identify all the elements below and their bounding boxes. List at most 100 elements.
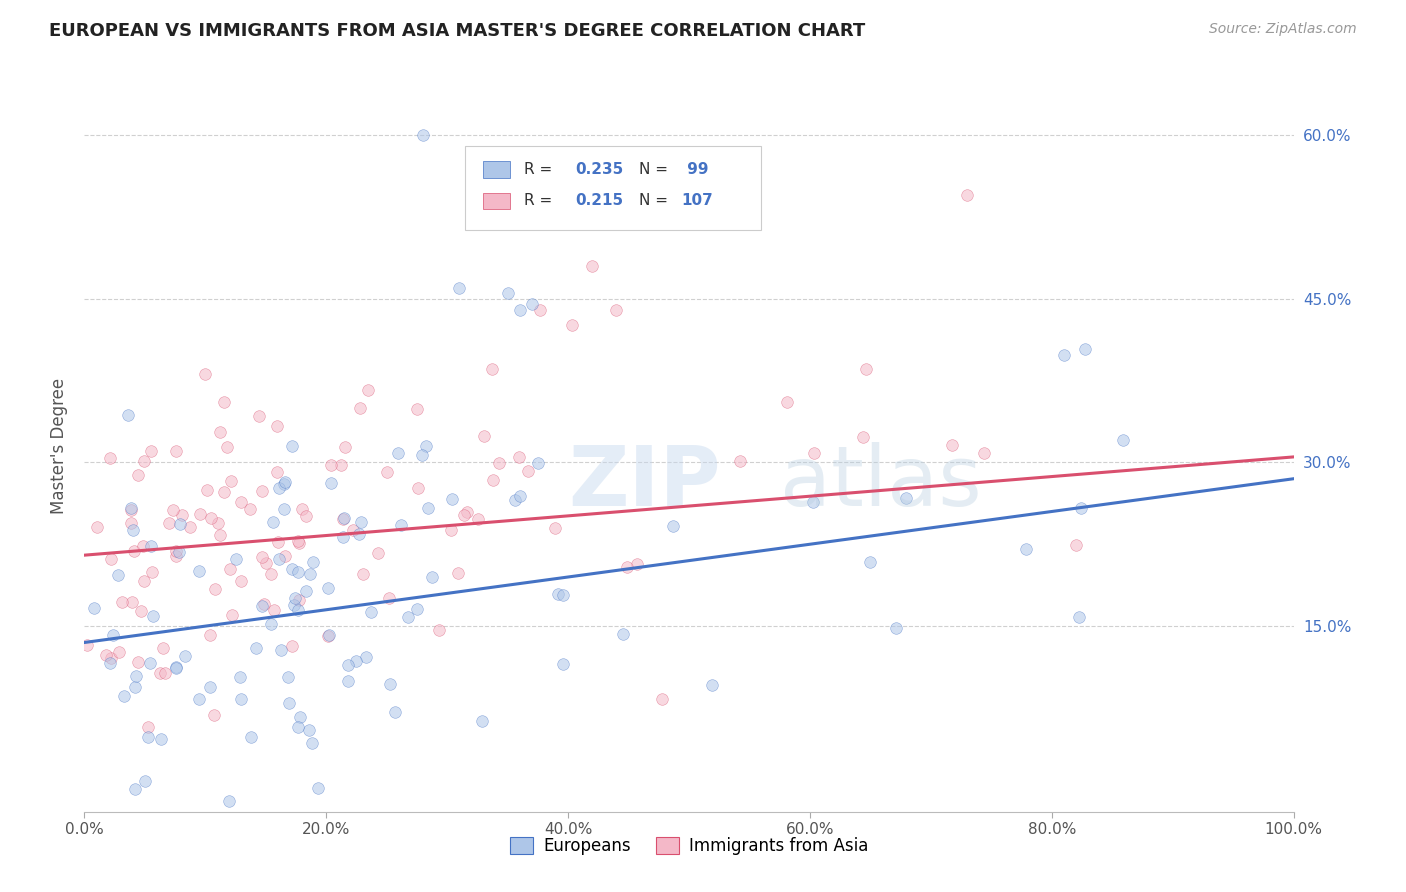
Point: [273, 502, 295, 516]
Point: [273, 476, 295, 491]
Point: [375, 465, 398, 479]
Point: [198, 628, 221, 642]
Point: [287, 602, 309, 616]
Point: [287, 565, 309, 579]
Point: [472, 429, 495, 443]
Point: [350, 515, 373, 529]
Text: 99: 99: [682, 162, 709, 177]
Point: [1015, 542, 1038, 557]
Point: [509, 302, 531, 317]
Point: [122, 544, 145, 558]
Point: [277, 670, 299, 684]
Text: atlas: atlas: [780, 442, 981, 523]
Point: [775, 395, 797, 409]
Point: [103, 628, 125, 642]
Point: [616, 560, 638, 574]
Point: [250, 599, 273, 613]
Point: [411, 448, 433, 462]
Point: [471, 714, 494, 728]
Point: [378, 591, 401, 606]
Text: EUROPEAN VS IMMIGRANTS FROM ASIA MASTER'S DEGREE CORRELATION CHART: EUROPEAN VS IMMIGRANTS FROM ASIA MASTER'…: [49, 22, 866, 40]
Point: [651, 691, 673, 706]
Point: [149, 666, 172, 681]
Point: [319, 458, 342, 472]
Point: [298, 723, 321, 737]
FancyBboxPatch shape: [484, 193, 510, 209]
Point: [728, 454, 751, 468]
Point: [396, 609, 419, 624]
Point: [124, 669, 146, 683]
Text: N =: N =: [640, 162, 668, 177]
Point: [121, 523, 143, 537]
Text: Source: ZipAtlas.com: Source: ZipAtlas.com: [1209, 22, 1357, 37]
Point: [318, 628, 340, 642]
Point: [288, 536, 311, 550]
Point: [217, 440, 239, 454]
Point: [277, 696, 299, 710]
Point: [360, 606, 382, 620]
Point: [132, 454, 155, 468]
Point: [260, 617, 283, 632]
Point: [418, 500, 440, 515]
Point: [294, 584, 316, 599]
Point: [274, 549, 297, 564]
Point: [447, 566, 470, 580]
Point: [884, 621, 907, 635]
Point: [139, 444, 162, 458]
Point: [456, 505, 478, 519]
Point: [86, 520, 108, 534]
Point: [342, 523, 364, 537]
Point: [174, 648, 197, 663]
Point: [167, 544, 190, 558]
Point: [100, 552, 122, 566]
Point: [406, 402, 429, 417]
Text: N =: N =: [640, 194, 668, 209]
Point: [481, 362, 503, 376]
Text: R =: R =: [524, 162, 558, 177]
Point: [98, 656, 121, 670]
Point: [121, 594, 143, 608]
Point: [120, 503, 142, 517]
Legend: Europeans, Immigrants from Asia: Europeans, Immigrants from Asia: [503, 830, 875, 862]
Point: [283, 598, 305, 612]
Point: [440, 523, 463, 537]
Point: [209, 527, 232, 541]
Point: [170, 508, 193, 523]
Point: [517, 464, 540, 478]
Point: [139, 656, 162, 670]
Point: [253, 597, 276, 611]
Point: [449, 281, 471, 295]
Point: [384, 706, 406, 720]
Point: [319, 475, 342, 490]
Point: [120, 516, 142, 530]
Text: ZIP: ZIP: [568, 442, 720, 523]
Point: [335, 441, 357, 455]
Point: [520, 297, 543, 311]
Point: [165, 543, 187, 558]
Point: [956, 188, 979, 202]
Point: [250, 549, 273, 564]
Point: [219, 474, 242, 488]
Point: [195, 483, 218, 497]
Point: [179, 519, 201, 533]
Point: [700, 678, 723, 692]
Point: [169, 516, 191, 531]
Point: [141, 565, 163, 579]
Point: [200, 510, 222, 524]
Point: [1112, 434, 1135, 448]
Point: [260, 567, 283, 582]
Point: [207, 516, 229, 530]
Point: [859, 555, 882, 569]
Point: [295, 509, 318, 524]
Point: [231, 691, 253, 706]
Point: [132, 539, 155, 553]
Point: [482, 473, 505, 487]
Point: [420, 569, 443, 583]
Point: [280, 639, 302, 653]
Point: [405, 601, 427, 615]
Point: [263, 603, 285, 617]
Point: [508, 450, 530, 465]
Text: 0.215: 0.215: [575, 194, 623, 209]
Point: [356, 650, 378, 665]
Point: [76, 638, 98, 652]
